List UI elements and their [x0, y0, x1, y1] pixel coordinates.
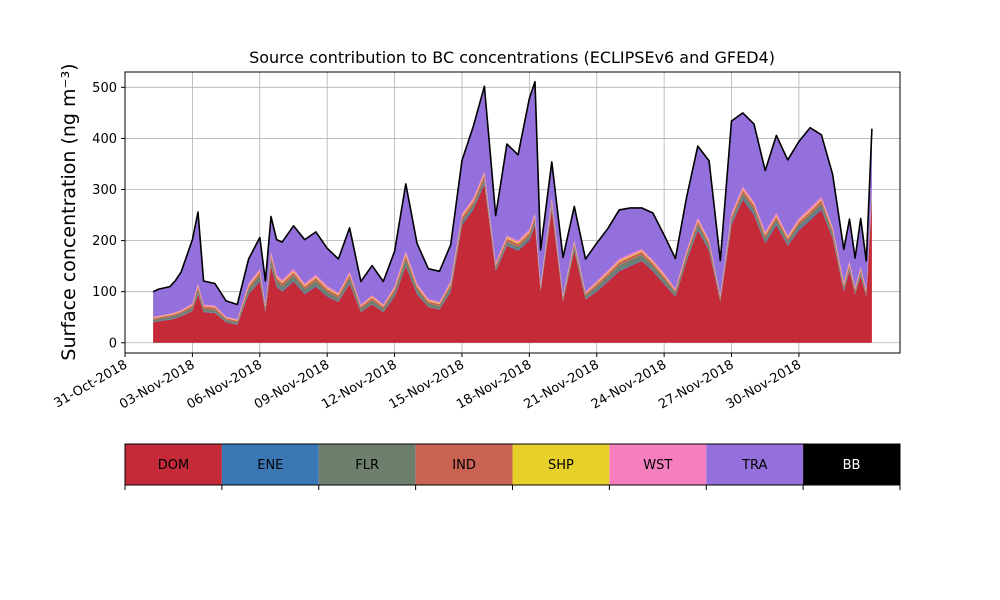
legend-frame: [124, 443, 901, 486]
legend-swatch-tra: [706, 444, 804, 485]
y-tick-label: 200: [92, 234, 117, 249]
area-tra: [153, 81, 872, 320]
legend-label-shp: SHP: [548, 458, 574, 473]
y-tick-label: 300: [92, 183, 117, 198]
legend-swatch-shp: [512, 444, 610, 485]
legend-label-tra: TRA: [741, 458, 767, 473]
legend-label-ene: ENE: [257, 458, 283, 473]
legend-label-ind: IND: [452, 458, 476, 473]
y-axis: 0 100 200 300 400 500: [92, 81, 125, 351]
legend-label-dom: DOM: [158, 458, 189, 473]
total-line-group: [152, 80, 873, 306]
y-tick-label: 0: [109, 336, 117, 351]
total-line: [152, 80, 873, 306]
legend-swatch-dom: [125, 444, 222, 485]
legend-swatch-wst: [609, 444, 707, 485]
y-tick-label: 500: [92, 81, 117, 96]
legend-swatch-flr: [318, 444, 416, 485]
legend-swatch-bb: [803, 444, 900, 485]
legend: DOM ENE FLR IND SHP WST TRA BB: [124, 443, 901, 490]
legend-label-wst: WST: [643, 458, 672, 473]
chart-title: Source contribution to BC concentrations…: [249, 48, 775, 67]
legend-swatch-ind: [415, 444, 513, 485]
y-axis-label: Surface concentration (ng m⁻³): [58, 63, 80, 360]
legend-label-flr: FLR: [355, 458, 379, 473]
legend-label-bb: BB: [843, 458, 861, 473]
area-dom: [153, 184, 872, 343]
y-tick-label: 100: [92, 285, 117, 300]
y-tick-label: 400: [92, 132, 117, 147]
legend-swatch-ene: [221, 444, 319, 485]
stacked-areas: [153, 81, 872, 343]
plot-frame: [124, 71, 901, 354]
